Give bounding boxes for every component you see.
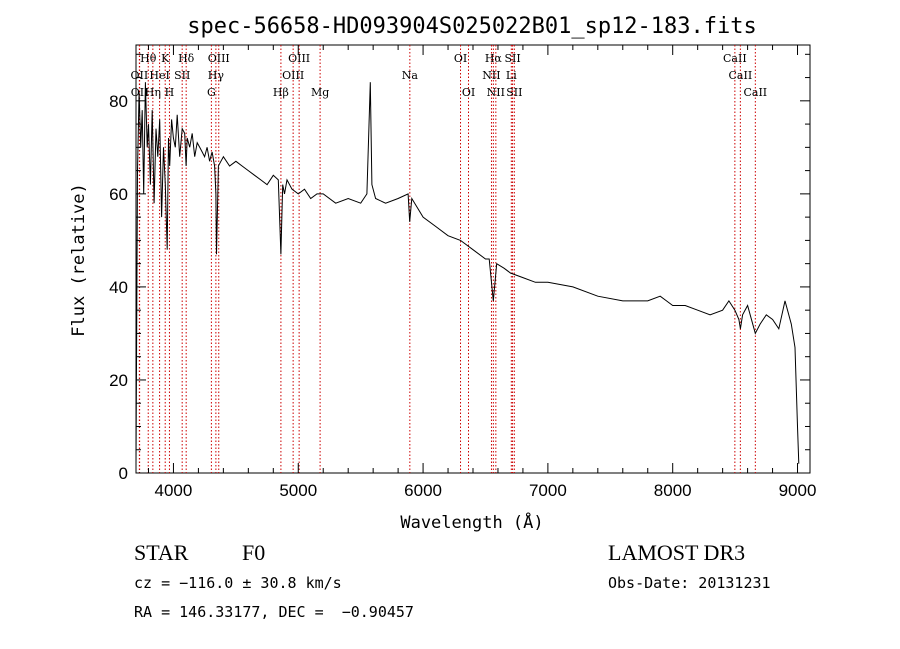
line-marker-label: Mg — [311, 86, 329, 99]
line-marker-label: Li — [506, 69, 517, 82]
line-marker-label: Hδ — [178, 52, 195, 65]
x-tick-label: 9000 — [779, 481, 817, 500]
survey-name: LAMOST DR3 — [608, 540, 746, 565]
y-tick-label: 60 — [109, 185, 128, 204]
line-marker-label: OI — [454, 52, 467, 65]
line-marker-label: SII — [506, 86, 522, 99]
chart-title: spec-56658-HD093904S025022B01_sp12-183.f… — [187, 14, 757, 39]
line-marker-label: OI — [462, 86, 475, 99]
line-marker-label: SII — [504, 52, 520, 65]
plot-frame — [135, 44, 811, 474]
line-marker-label: K — [161, 52, 170, 65]
line-marker-label: NII — [482, 69, 500, 82]
x-tick-label: 6000 — [404, 481, 442, 500]
redshift-text: cz = −116.0 ± 30.8 km/s — [134, 574, 342, 592]
line-marker-label: NII — [487, 86, 505, 99]
line-marker-label: Hα — [485, 52, 503, 65]
line-marker-label: Hη — [145, 86, 161, 99]
x-tick-label: 8000 — [654, 481, 692, 500]
line-marker-label: SII — [174, 69, 190, 82]
x-tick-label: 4000 — [155, 481, 193, 500]
axis-ticks: 4000 5000 6000 7000 8000 9000 0 20 40 60 80 — [109, 45, 816, 500]
spectral-subclass: F0 — [242, 540, 266, 565]
line-marker-label: Na — [402, 69, 419, 82]
line-marker-label: OIII — [208, 52, 230, 65]
line-marker-label: Hγ — [208, 69, 225, 82]
y-tick-label: 80 — [109, 92, 128, 111]
coordinates: RA = 146.33177, DEC = −0.90457 — [134, 603, 414, 621]
obs-date: Obs-Date: 20131231 — [608, 574, 771, 592]
line-marker-label: OIII — [282, 69, 304, 82]
line-marker-label: Hθ — [140, 52, 157, 65]
line-marker-label: OIII — [288, 52, 310, 65]
x-tick-label: 5000 — [279, 481, 317, 500]
x-tick-label: 7000 — [529, 481, 567, 500]
line-marker-label: OII — [131, 69, 149, 82]
line-marker-label: G — [207, 86, 216, 99]
line-marker-label: CaII — [729, 69, 753, 82]
y-tick-label: 0 — [119, 464, 128, 483]
spectrum-line — [135, 82, 800, 464]
y-axis-label: Flux (relative) — [69, 183, 89, 337]
line-marker-label: CaII — [743, 86, 767, 99]
line-marker-labels: OIIOIIHθHηHeIKHSIIHδGHγOIIIHβOIIIOIIIMgN… — [131, 52, 768, 99]
line-marker-label: HeI — [149, 69, 169, 82]
line-marker-label: Hβ — [273, 86, 289, 99]
y-tick-label: 20 — [109, 371, 128, 390]
line-marker-label: H — [165, 86, 175, 99]
object-class: STAR — [134, 540, 189, 565]
line-marker-label: CaII — [723, 52, 747, 65]
line-markers — [138, 45, 756, 473]
y-tick-label: 40 — [109, 278, 128, 297]
x-axis-label: Wavelength (Å) — [400, 511, 543, 533]
